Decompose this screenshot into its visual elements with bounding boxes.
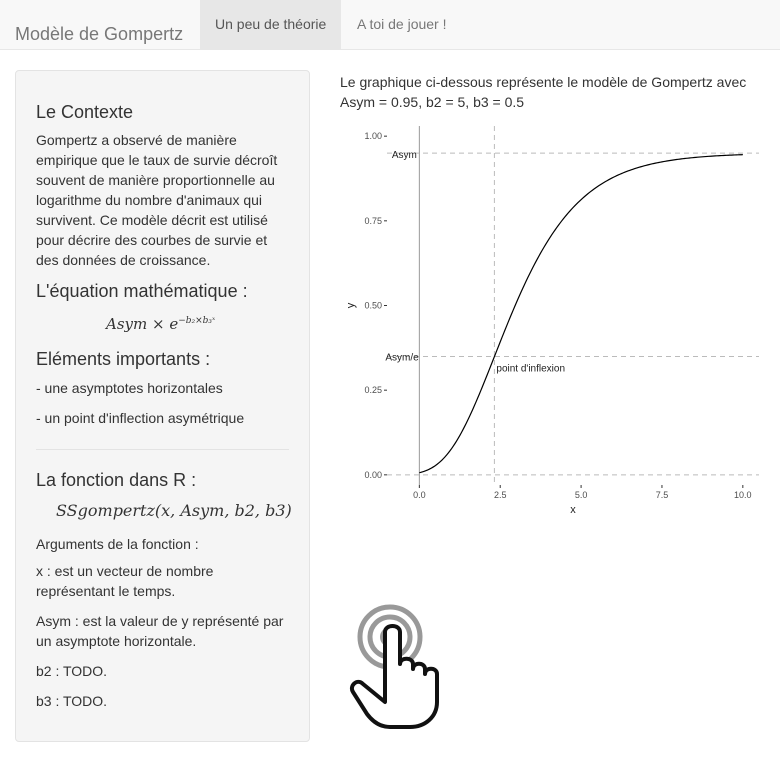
gompertz-chart: Asym Asym/e point d'inflexion 0.00 0.25 0.50 0… xyxy=(345,126,759,516)
x-tick-label: 10.0 xyxy=(734,490,752,500)
tab-a-toi-de-jouer[interactable]: A toi de jouer ! xyxy=(357,16,447,32)
x-tick-label: 5.0 xyxy=(575,490,588,500)
arg-b3: b3 : TODO. xyxy=(36,693,108,709)
y-tick-label: 0.00 xyxy=(364,470,382,480)
tap-gesture-icon xyxy=(350,604,439,729)
asym-label: Asym xyxy=(392,150,417,161)
plot-description: Le graphique ci-dessous représente le mo… xyxy=(340,72,760,112)
context-title: Le Contexte xyxy=(36,102,134,122)
function-formula: SSgompertz(x, Asym, b2, b3) xyxy=(56,501,292,520)
navbar-brand[interactable]: Modèle de Gompertz xyxy=(15,24,184,44)
y-axis-label: y xyxy=(345,302,357,308)
context-text: Gompertz a observé de manière empirique … xyxy=(36,132,278,268)
plot-description-line2: Asym = 0.95, b2 = 5, b3 = 0.5 xyxy=(340,94,525,110)
x-tick-label: 2.5 xyxy=(494,490,507,500)
important-item-1: - une asymptotes horizontales xyxy=(36,380,223,396)
y-tick-label: 0.50 xyxy=(364,301,382,311)
y-tick-label: 1.00 xyxy=(364,131,382,141)
sidebar-panel: Le Contexte Gompertz a observé de manièr… xyxy=(15,70,310,742)
equation-formula: Asym × e−b₂×b₃ˣ xyxy=(106,315,215,333)
divider xyxy=(36,449,289,450)
tab-theorie[interactable]: Un peu de théorie xyxy=(200,0,342,50)
plot-description-line1: Le graphique ci-dessous représente le mo… xyxy=(340,74,747,90)
equation-base: Asym × e xyxy=(106,315,179,333)
y-tick-label: 0.75 xyxy=(364,216,382,226)
gompertz-curve xyxy=(419,154,743,474)
arg-b2: b2 : TODO. xyxy=(36,663,108,679)
function-title: La fonction dans R : xyxy=(36,470,197,490)
equation-title: L'équation mathématique : xyxy=(36,281,248,301)
equation-exponent: −b₂×b₃ˣ xyxy=(178,316,216,326)
x-tick-label: 0.0 xyxy=(413,490,426,500)
x-tick-label: 7.5 xyxy=(656,490,669,500)
y-tick-label: 0.25 xyxy=(364,385,382,395)
inflection-label: point d'inflexion xyxy=(496,363,565,374)
important-title: Eléments importants : xyxy=(36,349,211,369)
arg-asym: Asym : est la valeur de y représenté par… xyxy=(36,613,284,649)
navbar: Modèle de Gompertz Un peu de théorie A t… xyxy=(0,0,780,50)
args-title: Arguments de la fonction : xyxy=(36,536,199,552)
x-axis-label: x xyxy=(570,504,576,516)
important-item-2: - un point d'inflection asymétrique xyxy=(36,410,245,426)
arg-x: x : est un vecteur de nombre représentan… xyxy=(36,563,214,599)
asym-e-label: Asym/e xyxy=(385,352,419,363)
